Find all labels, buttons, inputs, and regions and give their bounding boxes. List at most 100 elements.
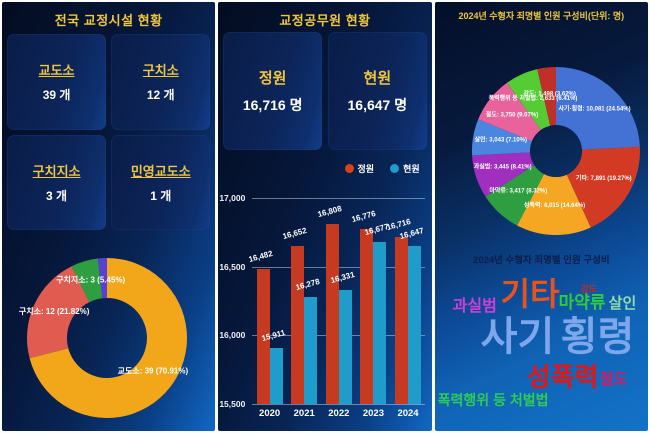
- pie-slice-label: 구치지소: 3 (5.45%): [56, 274, 125, 284]
- pie-slice: [506, 69, 550, 130]
- card-prisons-label: 교도소: [38, 63, 75, 79]
- card-prisons-value: 39 개: [42, 88, 71, 103]
- card-prisons: 교도소 39 개: [7, 34, 107, 130]
- bar-chart-legend: 정원 현원: [344, 162, 420, 175]
- pie-slice-label: 살인: 3,043 (7.10%): [474, 136, 526, 144]
- gridline: [252, 404, 426, 405]
- x-tick-label: 2021: [293, 408, 315, 419]
- card-branch-detention: 구치지소 3 개: [7, 134, 107, 230]
- offenses-donut-chart: 사기·횡령: 10,081 (24.54%) 기타: 7,891 (19.27%)…: [471, 66, 640, 236]
- x-tick-label: 2020: [259, 408, 281, 419]
- wordcloud-word: 폭력행위 등 처벌법: [437, 392, 549, 408]
- legend-label-current: 현원: [403, 164, 420, 174]
- pie-slice-label: 성폭력: 6,015 (14.64%): [524, 201, 585, 209]
- gridline: [252, 198, 426, 199]
- pie-slice: [29, 258, 187, 418]
- x-tick-label: 2023: [362, 408, 384, 419]
- card-authorized: 정원 16,716 명: [223, 32, 322, 150]
- panel-officers-title: 교정공무원 현황: [279, 13, 371, 28]
- bar-현원-2021: [304, 297, 318, 404]
- officers-bar-chart: 17,000 16,500 16,000 15,500 16,482 15,911 2020…: [218, 188, 431, 431]
- card-private-prison-value: 1 개: [150, 188, 172, 203]
- card-detention-centers-label: 구치소: [142, 63, 179, 79]
- facility-cards: 교도소 39 개 구치소 12 개 구치지소 3 개 민영교도소 1 개: [7, 34, 211, 230]
- legend-label-authorized: 정원: [357, 164, 375, 174]
- facilities-donut-chart: 교도소: 39 (70.91%) 구치소: 12 (21.82%) 구치지소: 3 …: [19, 257, 189, 418]
- x-tick-label: 2024: [397, 408, 419, 419]
- card-detention-centers-value: 12 개: [146, 88, 175, 103]
- bar-현원-2024: [408, 246, 422, 404]
- panel-officers: 교정공무원 현황 정원 16,716 명 현원 16,647 명 정원 현원 1…: [218, 2, 432, 431]
- wordcloud-word: 강도: [580, 284, 598, 294]
- bar-정원-2024: [395, 237, 409, 404]
- pie-slice: [536, 66, 556, 126]
- legend-item-authorized: 정원: [344, 162, 375, 175]
- pie-slice-label: 절도: 3,750 (9.07%): [485, 110, 537, 118]
- pie-slice: [485, 165, 544, 226]
- bar-정원-2020: [256, 269, 270, 404]
- card-current-value: 16,647 명: [347, 97, 408, 113]
- y-tick-label: 17,000: [219, 193, 246, 203]
- bar-현원-2022: [338, 289, 352, 404]
- bar-value-label: 16,482: [247, 249, 274, 265]
- wordcloud-word: 살인: [608, 295, 637, 312]
- bar-정원-2021: [291, 245, 305, 404]
- pie-slice-label: 강도: 1,498 (3.62%): [523, 89, 575, 97]
- bar-정원-2022: [325, 224, 339, 404]
- bar-value-label: 16,776: [351, 208, 378, 224]
- pie-slice: [516, 174, 591, 236]
- pie-slice-label: 구치소: 12 (21.82%): [19, 306, 90, 316]
- card-branch-detention-value: 3 개: [46, 188, 68, 203]
- y-tick-label: 15,500: [219, 399, 246, 409]
- pie-slice-label: 폭력행위 등 처벌법: 2,633 (6.41%): [488, 94, 577, 102]
- card-private-prison: 민영교도소 1 개: [111, 134, 211, 230]
- pie-slice-label: 사기·횡령: 10,081 (24.54%): [558, 104, 630, 112]
- pie-slice: [471, 119, 532, 156]
- bar-value-label: 16,808: [316, 204, 343, 220]
- pie-slice: [566, 146, 640, 228]
- pie-slice: [477, 82, 541, 142]
- card-authorized-label: 정원: [258, 70, 287, 87]
- panel-offenses-title: 2024년 수형자 죄명별 인원 구성비(단위: 명): [458, 11, 625, 21]
- bar-현원-2023: [373, 242, 387, 404]
- pie-slice: [71, 258, 103, 303]
- card-current-label: 현원: [363, 70, 392, 87]
- pie-slice-label: 과실범: 3,445 (8.41%): [473, 162, 531, 170]
- bar-정원-2023: [360, 228, 374, 404]
- bar-value-label: 16,647: [398, 226, 425, 242]
- card-current: 현원 16,647 명: [327, 32, 427, 150]
- legend-item-current: 현원: [390, 162, 420, 175]
- wordcloud-word: 사기: [480, 315, 555, 359]
- pie-slice-label: 마약류: 3,417 (8.32%): [489, 186, 547, 194]
- legend-dot-current: [390, 164, 400, 173]
- y-tick-label: 16,500: [219, 261, 246, 272]
- panel-facilities-title: 전국 교정시설 현황: [54, 13, 163, 28]
- pie-slice-label: 교도소: 39 (70.91%): [118, 366, 189, 375]
- panel-facilities: 전국 교정시설 현황 교도소 39 개 구치소 12 개 구치지소 3 개 민영…: [2, 2, 216, 431]
- gridline: [252, 266, 426, 268]
- wordcloud-word: 과실범: [452, 298, 497, 315]
- bar-현원-2020: [269, 347, 283, 404]
- card-private-prison-label: 민영교도소: [130, 163, 191, 179]
- y-tick-label: 16,000: [219, 330, 246, 341]
- legend-dot-authorized: [344, 164, 354, 173]
- card-branch-detention-label: 구치지소: [32, 163, 81, 179]
- officer-cards: 정원 16,716 명 현원 16,647 명: [223, 32, 427, 150]
- panel-offenses: 2024년 수형자 죄명별 인원 구성비(단위: 명) 사기·횡령: 10,08…: [434, 2, 648, 431]
- wordcloud-word: 성폭력: [526, 362, 599, 392]
- pie-slice: [555, 67, 640, 150]
- pie-slice: [26, 266, 90, 359]
- x-tick-label: 2022: [328, 408, 350, 419]
- wordcloud-word: 절도: [599, 371, 628, 388]
- wordcloud-title: 2024년 수형자 죄명별 인원 구성비: [473, 255, 610, 266]
- wordcloud-word: 마약류: [558, 293, 606, 312]
- wordcloud-word: 기타: [500, 276, 560, 312]
- wordcloud-word: 횡령: [560, 315, 635, 359]
- bar-value-label: 16,652: [281, 225, 308, 241]
- card-detention-centers: 구치소 12 개: [111, 34, 211, 130]
- pie-slice: [97, 257, 107, 299]
- pie-slice: [471, 152, 534, 197]
- pie-slice-label: 기타: 7,891 (19.27%): [576, 174, 632, 182]
- card-authorized-value: 16,716 명: [242, 97, 303, 113]
